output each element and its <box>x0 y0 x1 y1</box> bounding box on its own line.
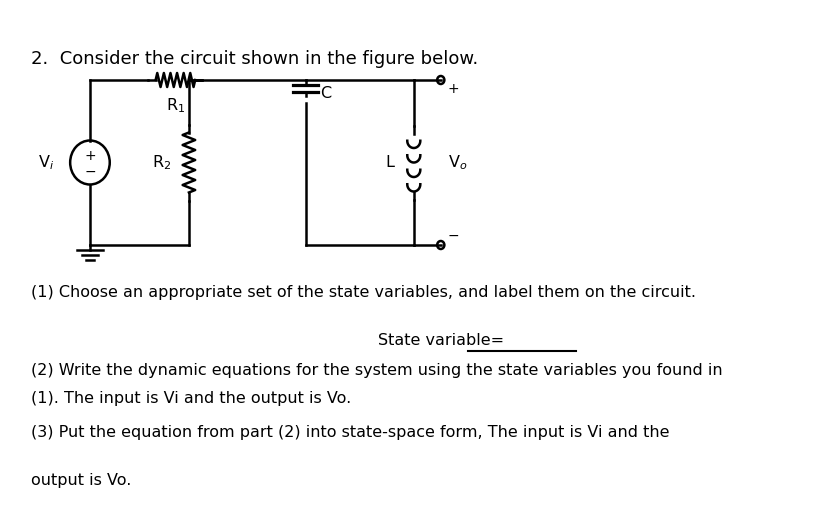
Text: R$_2$: R$_2$ <box>152 153 171 172</box>
Text: (1) Choose an appropriate set of the state variables, and label them on the circ: (1) Choose an appropriate set of the sta… <box>31 285 696 300</box>
Text: C: C <box>320 86 332 101</box>
Text: 2.  Consider the circuit shown in the figure below.: 2. Consider the circuit shown in the fig… <box>31 50 479 68</box>
Text: −: − <box>84 165 96 179</box>
Text: +: + <box>84 148 96 163</box>
Text: State variable=: State variable= <box>378 333 504 348</box>
Text: (1). The input is Vi and the output is Vo.: (1). The input is Vi and the output is V… <box>31 391 351 406</box>
Text: V$_o$: V$_o$ <box>448 153 467 172</box>
Text: output is Vo.: output is Vo. <box>31 473 132 488</box>
Text: L: L <box>385 155 394 170</box>
Text: (2) Write the dynamic equations for the system using the state variables you fou: (2) Write the dynamic equations for the … <box>31 363 723 378</box>
Text: −: − <box>448 229 460 243</box>
Text: +: + <box>448 82 460 96</box>
Text: V$_i$: V$_i$ <box>38 153 54 172</box>
Text: (3) Put the equation from part (2) into state-space form, The input is Vi and th: (3) Put the equation from part (2) into … <box>31 425 670 440</box>
Text: R$_1$: R$_1$ <box>166 96 185 115</box>
